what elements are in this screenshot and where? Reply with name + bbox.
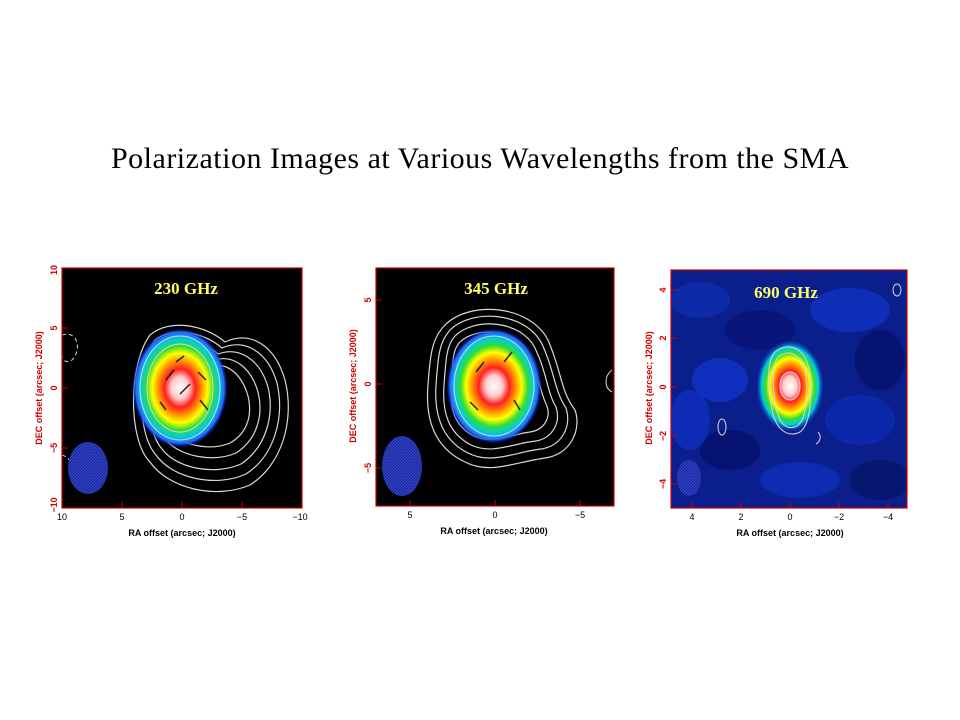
panel-345-ytick: 5 — [363, 297, 373, 302]
panel-690-frequency-label: 690 GHz — [754, 283, 818, 302]
panel-690-ytick: −4 — [658, 479, 668, 489]
panel-230-ytick: −5 — [49, 443, 59, 453]
panel-345-frequency-label: 345 GHz — [464, 279, 528, 298]
panel-345-xlabel: RA offset (arcsec; J2000) — [440, 526, 547, 536]
panel-230-beam — [68, 442, 108, 494]
panel-690-contours — [717, 283, 902, 445]
panel-690-frame — [670, 269, 908, 509]
panel-230-ticks — [61, 267, 303, 509]
panel-345-beam — [382, 436, 422, 496]
panel-690ghz: 690 GHz 4 2 0 −2 −4 4 2 0 −2 −4 RA offse… — [644, 269, 908, 538]
panel-230-ytick: 0 — [49, 385, 59, 390]
panel-230-xtick: 5 — [119, 512, 124, 522]
panel-690-xtick: 4 — [689, 512, 694, 522]
panel-345-ticks — [376, 299, 581, 506]
panel-690-ytick: 0 — [658, 384, 668, 389]
panel-690-ticks — [671, 289, 889, 508]
panel-345-ylabel: DEC offset (arcsec; J2000) — [348, 329, 358, 443]
panel-345-polarization-vectors — [469, 351, 521, 411]
panel-690-xtick-labels: 4 2 0 −2 −4 — [689, 512, 893, 522]
panel-690-ylabel: DEC offset (arcsec; J2000) — [644, 331, 654, 445]
panel-345-ytick-labels: 5 0 −5 — [363, 297, 373, 473]
panel-345-xtick: −5 — [575, 510, 585, 520]
panel-230-frequency-label: 230 GHz — [154, 279, 218, 298]
panel-690-xtick: −2 — [834, 512, 844, 522]
panel-690-xtick: 0 — [787, 512, 792, 522]
panel-690-intensity-core — [756, 340, 824, 432]
panel-230-xtick-labels: 10 5 0 −5 −10 — [57, 512, 308, 522]
panel-230-ytick: −10 — [49, 497, 59, 512]
panel-690-beam — [677, 460, 701, 496]
panel-345-xtick: 5 — [407, 510, 412, 520]
panel-230-xlabel: RA offset (arcsec; J2000) — [128, 528, 235, 538]
panel-345-edge-contour — [605, 369, 613, 393]
panel-230-ylabel: DEC offset (arcsec; J2000) — [34, 331, 44, 445]
panel-690-ytick: −2 — [658, 431, 668, 441]
panel-230-ytick: 5 — [49, 325, 59, 330]
panel-230-xtick: −5 — [237, 512, 247, 522]
panel-690-noise — [671, 282, 907, 500]
panel-345-ytick: 0 — [363, 381, 373, 386]
panel-345ghz: 345 GHz 5 0 −5 5 0 −5 RA offset (arcsec;… — [348, 267, 615, 536]
panel-345-xtick-labels: 5 0 −5 — [407, 510, 585, 520]
panel-230-ytick-labels: 10 5 0 −5 −10 — [49, 265, 59, 513]
panel-690-ytick: 2 — [658, 335, 668, 340]
panel-690-ytick-labels: 4 2 0 −2 −4 — [658, 287, 668, 489]
panel-690-xtick: −4 — [883, 512, 893, 522]
panel-230-polarization-vectors — [159, 355, 209, 411]
slide-title: Polarization Images at Various Wavelengt… — [110, 142, 849, 175]
panel-690-ytick: 4 — [658, 287, 668, 292]
panel-690-xtick: 2 — [738, 512, 743, 522]
panel-230-xtick: −10 — [292, 512, 307, 522]
panel-230-xtick: 0 — [179, 512, 184, 522]
panel-345-xtick: 0 — [492, 510, 497, 520]
panel-345-ytick: −5 — [363, 463, 373, 473]
panel-230ghz: 230 GHz 10 5 0 −5 −10 10 5 0 −5 −10 RA o… — [34, 265, 308, 538]
panel-230-intensity-core — [132, 328, 228, 448]
panel-230-xtick: 10 — [57, 512, 67, 522]
panel-230-ytick: 10 — [49, 265, 59, 275]
panel-345-intensity-core — [446, 328, 542, 444]
panel-690-xlabel: RA offset (arcsec; J2000) — [736, 528, 843, 538]
